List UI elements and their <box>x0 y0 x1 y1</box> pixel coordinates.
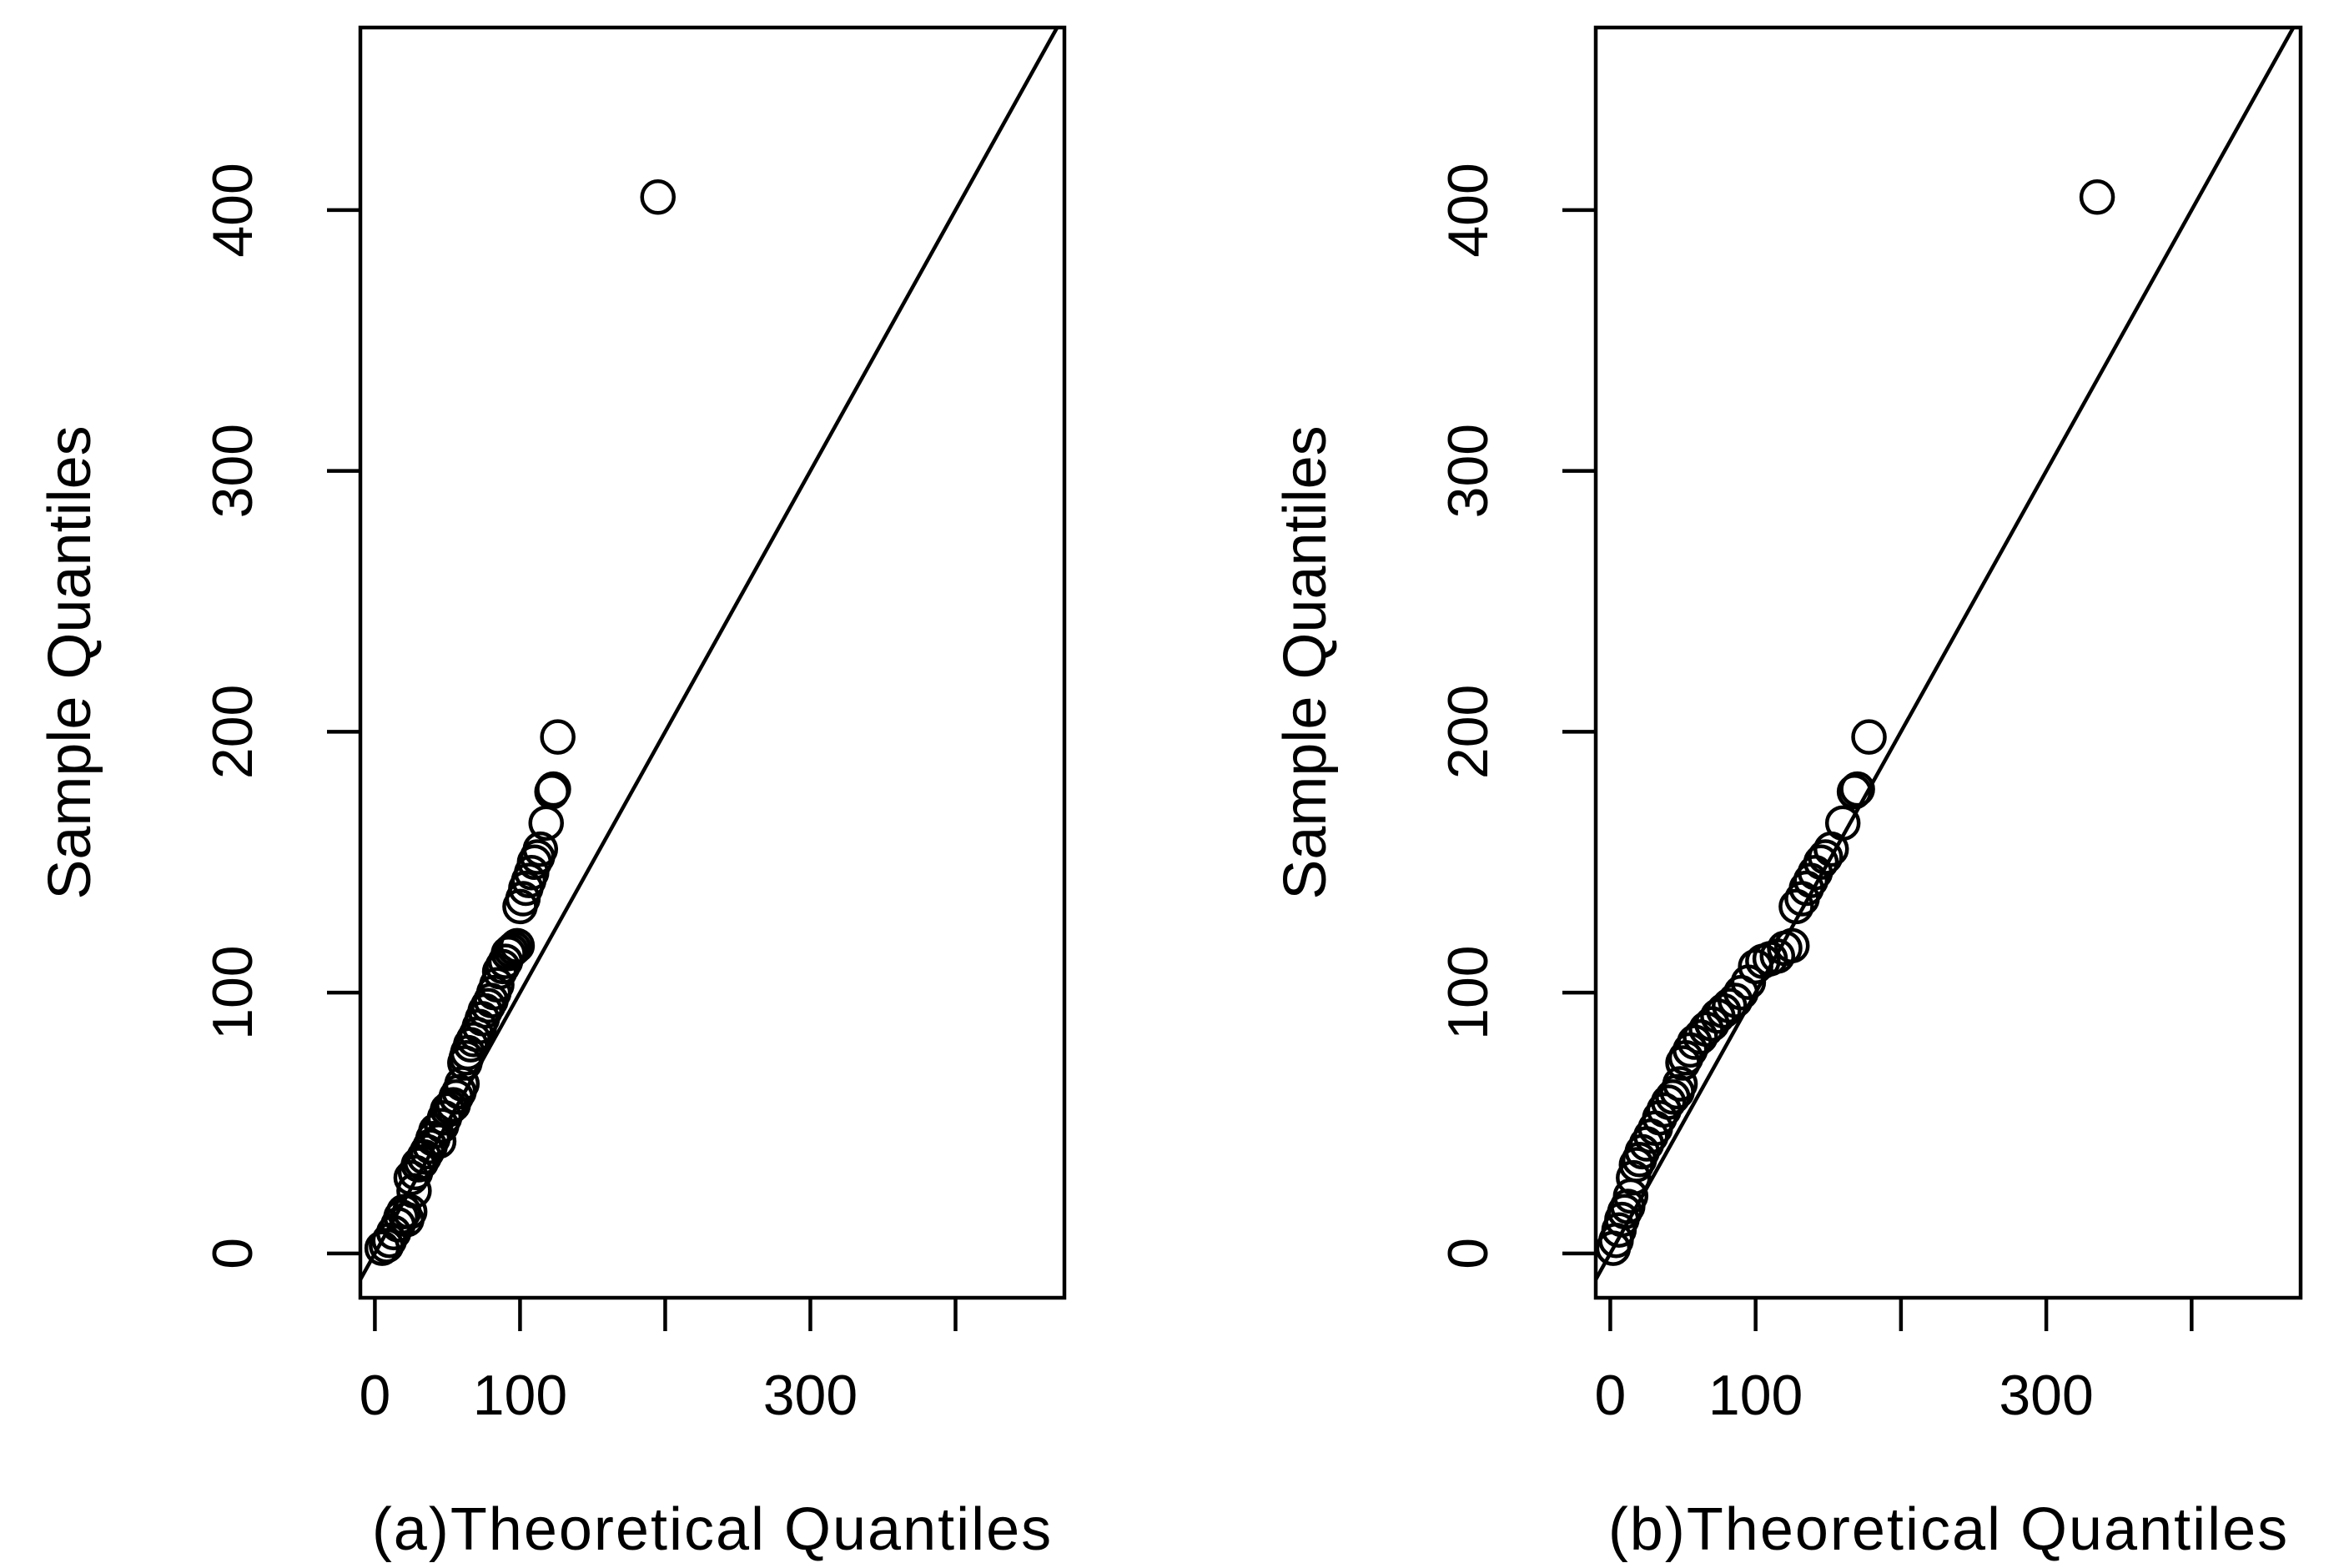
data-point <box>1824 805 1861 842</box>
data-point <box>2079 179 2115 215</box>
y-tick-label: 400 <box>1436 163 1500 257</box>
data-point <box>1836 774 1873 810</box>
y-tick-label: 400 <box>201 163 264 257</box>
data-point <box>1773 927 1810 964</box>
plot-frame <box>1593 25 2303 1300</box>
data-point <box>1712 988 1748 1023</box>
y-tick-label: 300 <box>201 424 264 518</box>
y-tick-label: 100 <box>201 945 264 1039</box>
data-point <box>493 932 530 969</box>
y-tick-label: 300 <box>1436 424 1500 518</box>
data-point <box>496 930 532 967</box>
data-point <box>1616 1159 1652 1196</box>
y-tick-label: 200 <box>1436 685 1500 779</box>
data-point <box>1650 1084 1687 1120</box>
x-tick-label: 100 <box>473 1364 567 1427</box>
data-point <box>640 179 676 215</box>
y-axis-title: Sample Quantiles <box>37 425 103 899</box>
data-point <box>540 719 576 755</box>
data-point <box>1851 719 1887 755</box>
data-point <box>522 831 559 867</box>
qq-panel-b: 0 100 300 0 100 200 300 400 Sample Quantiles (b)T… <box>1272 25 2303 1563</box>
qq-panel-a: 0 100 300 0 100 200 300 400 Sample Quantiles (a)T… <box>37 25 1067 1563</box>
x-tick-label: 0 <box>1595 1364 1627 1427</box>
data-point <box>479 967 515 1003</box>
x-tick-label: 300 <box>763 1364 858 1427</box>
data-point <box>1662 1066 1698 1102</box>
data-point <box>1808 839 1844 875</box>
data-point <box>1607 1194 1643 1230</box>
y-tick-label: 0 <box>1436 1238 1500 1269</box>
x-axis-title: (a)Theoretical Quantiles <box>372 1496 1053 1563</box>
data-point <box>490 935 526 972</box>
data-point <box>1778 888 1814 925</box>
x-tick-label: 300 <box>1999 1364 2093 1427</box>
data-point <box>1683 1019 1718 1055</box>
data-point <box>1718 983 1753 1018</box>
data-point <box>536 771 571 807</box>
plot-frame <box>358 25 1067 1300</box>
y-tick-label: 100 <box>1436 945 1500 1039</box>
data-point <box>420 1123 457 1159</box>
reference-line <box>1594 26 2296 1281</box>
x-tick-label: 100 <box>1708 1364 1803 1427</box>
x-tick-label: 0 <box>359 1364 390 1427</box>
y-axis-title: Sample Quantiles <box>1272 425 1339 899</box>
data-point <box>1723 974 1759 1011</box>
x-axis-title: (b)Theoretical Quantiles <box>1608 1496 2289 1563</box>
data-point <box>391 1194 428 1230</box>
y-tick-label: 200 <box>201 685 264 779</box>
data-point <box>499 927 536 964</box>
data-point <box>1839 771 1875 807</box>
y-tick-label: 0 <box>201 1238 264 1269</box>
